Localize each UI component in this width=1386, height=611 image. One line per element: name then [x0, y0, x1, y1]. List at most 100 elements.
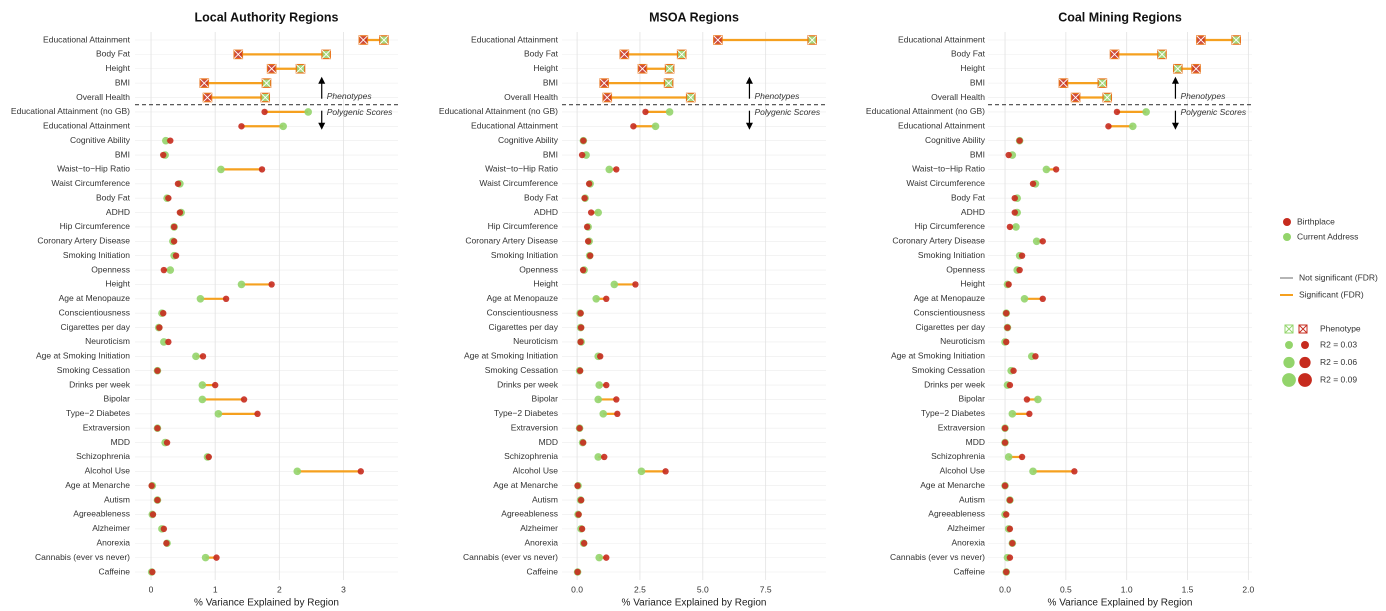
category-label: Cognitive Ability — [70, 135, 131, 145]
phenotype-cross — [233, 49, 243, 59]
phenotype-cross — [637, 64, 647, 74]
dot — [581, 194, 588, 202]
legend-label: Significant (FDR) — [1299, 289, 1364, 299]
phenotype-cross — [261, 78, 272, 88]
dot — [1029, 180, 1037, 187]
phenotype-cross — [358, 35, 368, 45]
dot — [174, 180, 182, 187]
dot — [1018, 453, 1026, 461]
category-label: Educational Attainment — [471, 34, 559, 44]
category-label: Body Fat — [951, 192, 986, 202]
dot — [268, 281, 275, 288]
legend-label: R2 = 0.09 — [1320, 374, 1357, 384]
category-label: Waist−to−Hip Ratio — [912, 164, 985, 174]
category-label: Educational Attainment (no GB) — [439, 106, 558, 116]
dot — [599, 410, 608, 418]
dot — [238, 123, 245, 130]
category-label: Anorexia — [96, 537, 130, 547]
annotation: Phenotypes — [754, 91, 800, 101]
dot — [199, 353, 207, 360]
dot — [1006, 496, 1014, 504]
category-label: Height — [533, 279, 558, 289]
dot — [1018, 252, 1026, 259]
dot — [594, 395, 603, 404]
category-label: Age at Menopauze — [59, 293, 131, 303]
category-label: Educational Attainment — [43, 121, 131, 131]
dot — [574, 568, 581, 576]
x-tick-label: 1.0 — [1121, 584, 1133, 594]
category-label: Openness — [519, 264, 558, 274]
dot — [613, 166, 620, 173]
dot — [163, 540, 170, 547]
dot — [201, 553, 210, 562]
dot — [603, 381, 610, 389]
dot — [1032, 353, 1039, 360]
dot — [254, 410, 261, 418]
arrow-head — [745, 122, 753, 130]
dot — [1128, 122, 1137, 131]
dot — [586, 252, 594, 259]
legend-label: R2 = 0.06 — [1320, 357, 1357, 367]
category-label: Age at Menarche — [493, 480, 558, 490]
dot — [642, 108, 649, 116]
category-label: Schizophrenia — [76, 451, 130, 461]
category-label: Height — [960, 63, 985, 73]
dot — [160, 338, 168, 346]
phenotype-cross — [1191, 64, 1201, 74]
category-label: MDD — [966, 437, 985, 447]
dot — [1032, 237, 1041, 246]
category-label: Conscientiousness — [914, 307, 985, 317]
category-label: Hip Circumference — [488, 221, 559, 231]
category-label: BMI — [115, 77, 130, 87]
phenotype-cross — [1102, 92, 1112, 103]
category-label: Age at Menarche — [65, 480, 130, 490]
category-label: Agreeableness — [501, 509, 558, 519]
legend-phenotype — [1298, 324, 1308, 334]
category-label: Overall Health — [76, 92, 130, 102]
category-label: Coronary Artery Disease — [37, 236, 130, 246]
dot — [240, 396, 248, 403]
dot — [651, 122, 660, 131]
dot — [1005, 151, 1012, 159]
legend-label: Current Address — [1297, 231, 1358, 241]
x-tick-label: 7.5 — [760, 584, 772, 594]
dot — [165, 194, 172, 202]
category-label: Schizophrenia — [931, 451, 985, 461]
dot — [632, 281, 639, 288]
dot — [583, 223, 591, 231]
arrow-head — [318, 122, 326, 130]
category-label: Cigarettes per day — [916, 322, 986, 332]
dot — [1008, 410, 1017, 418]
category-label: Age at Menarche — [920, 480, 985, 490]
dot — [1004, 453, 1013, 461]
size-swatch — [1283, 356, 1295, 369]
phenotype-cross — [295, 64, 306, 74]
legend-swatch — [1283, 233, 1291, 241]
dot — [630, 123, 637, 130]
category-label: Height — [960, 279, 985, 289]
dot — [1105, 123, 1112, 130]
category-label: Height — [105, 63, 130, 73]
dot — [1001, 482, 1009, 489]
x-axis-title: % Variance Explained by Region — [622, 598, 767, 609]
dot — [1001, 425, 1009, 432]
category-label: Body Fat — [96, 49, 131, 59]
dot — [1009, 540, 1016, 547]
dot — [214, 410, 223, 418]
category-label: Smoking Initiation — [63, 250, 130, 260]
dot — [613, 396, 620, 403]
phenotype-cross — [199, 78, 209, 88]
phenotype-cross — [677, 49, 687, 59]
legend-swatch — [1283, 218, 1291, 226]
category-label: Educational Attainment — [898, 34, 986, 44]
phenotype-cross — [664, 78, 674, 88]
dot — [578, 525, 586, 533]
dot — [1113, 108, 1121, 116]
dot — [258, 166, 266, 173]
category-label: Overall Health — [931, 92, 985, 102]
phenotype-cross — [1071, 92, 1081, 103]
category-label: Anorexia — [524, 537, 558, 547]
dot — [579, 439, 587, 446]
x-tick-label: 0.0 — [999, 584, 1011, 594]
category-label: Bipolar — [104, 394, 131, 404]
